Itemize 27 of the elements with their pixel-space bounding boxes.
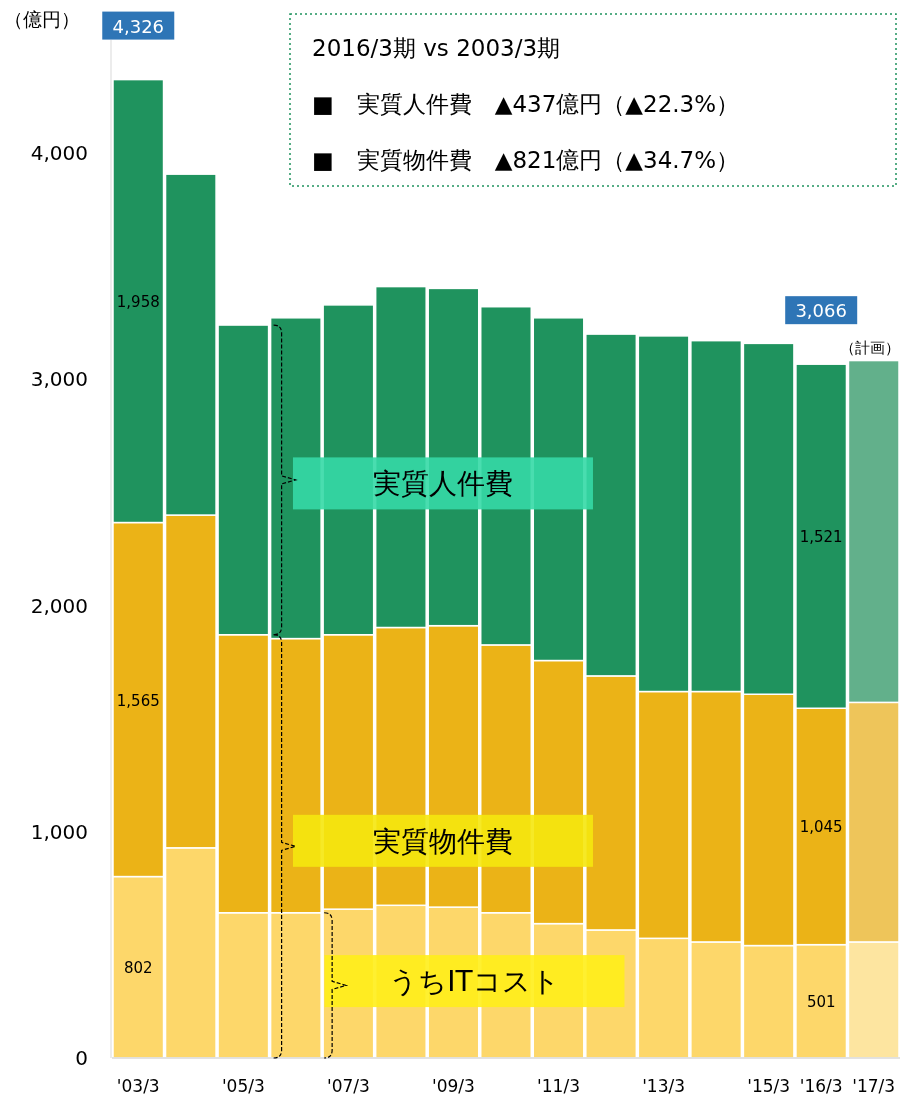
y-axis-title: （億円）: [4, 8, 80, 30]
x-tick-label: '11/3: [537, 1076, 580, 1096]
x-tick-label: '13/3: [642, 1076, 686, 1096]
x-tick-label: '15/3: [747, 1076, 791, 1096]
x-tick-label: '07/3: [326, 1076, 370, 1096]
annotation: ■ 実質物件費 ▲821億円（▲34.7%）: [312, 147, 740, 173]
annotation: （計画）: [840, 338, 900, 357]
y-tick-label: 1,000: [30, 819, 88, 844]
y-tick-label: 3,000: [30, 367, 88, 392]
data-label: 1,045: [799, 818, 843, 837]
x-tick-label: '17/3: [852, 1076, 896, 1096]
x-tick-label: '05/3: [221, 1076, 265, 1096]
total-label: 3,066: [795, 300, 847, 322]
total-label: 4,326: [112, 15, 165, 37]
data-label: 501: [806, 993, 836, 1012]
x-tick-label: '03/3: [116, 1076, 160, 1096]
data-label: 1,958: [116, 293, 160, 312]
y-tick-label: 2,000: [30, 593, 88, 618]
data-label: 802: [123, 959, 153, 978]
y-tick-label: 4,000: [30, 141, 88, 166]
annotation: 2016/3期 vs 2003/3期: [312, 35, 561, 61]
data-label: 1,565: [116, 691, 160, 710]
x-tick-label: '09/3: [432, 1076, 475, 1096]
y-tick-label: 0: [75, 1046, 88, 1070]
data-label: 1,521: [799, 528, 843, 547]
x-tick-label: '16/3: [799, 1076, 843, 1096]
annotation: ■ 実質人件費 ▲437億円（▲22.3%）: [312, 91, 740, 117]
